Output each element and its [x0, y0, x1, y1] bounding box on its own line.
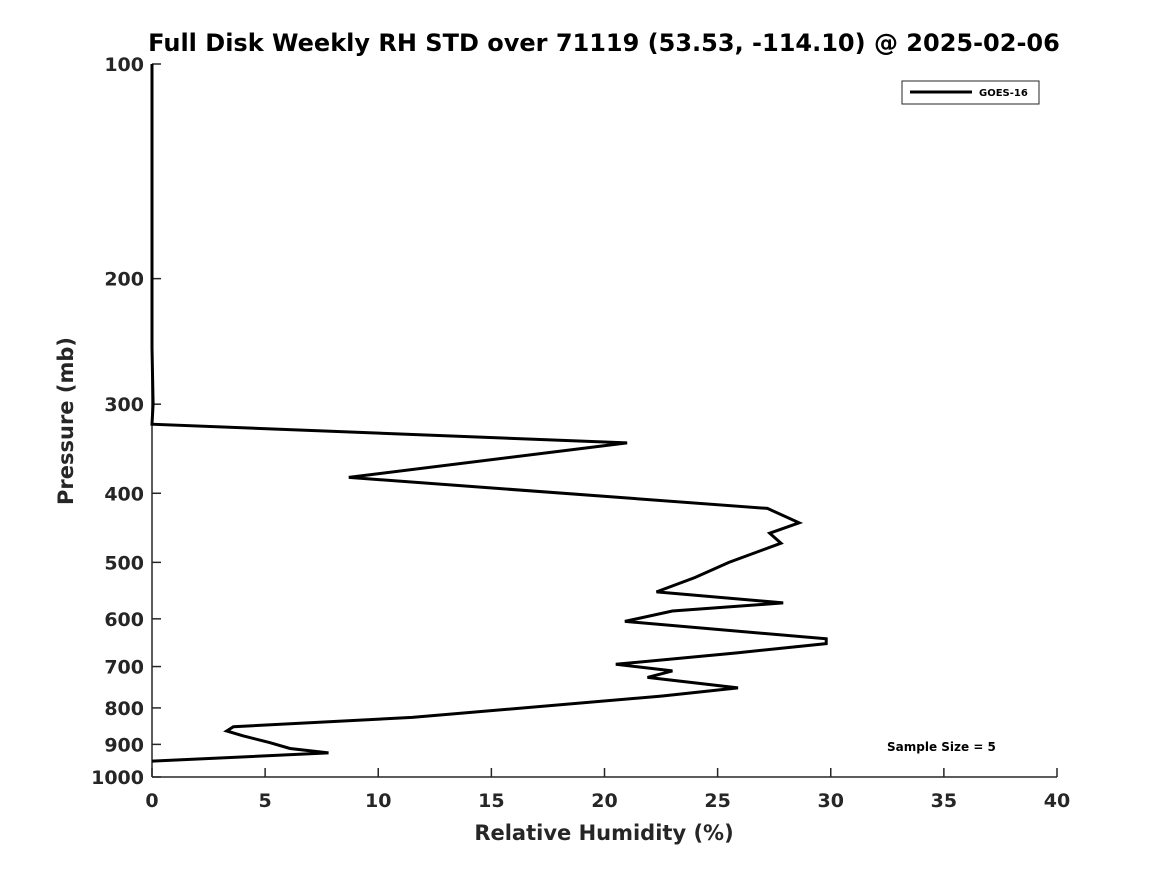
- y-tick-label: 600: [104, 609, 144, 631]
- y-tick-label: 100: [104, 54, 144, 76]
- axes: [151, 64, 1057, 778]
- y-tick-label: 800: [104, 698, 144, 720]
- y-axis-label: Pressure (mb): [54, 337, 78, 505]
- y-ticks: 100 200 300 400 500 600 700 800 900 1000: [91, 54, 161, 789]
- y-tick-label: 400: [104, 483, 144, 505]
- x-tick-label: 15: [478, 790, 504, 812]
- x-tick-label: 5: [259, 790, 272, 812]
- x-ticks: 0 5 10 15 20 25 30 35 40: [145, 768, 1070, 812]
- x-axis-label: Relative Humidity (%): [474, 821, 733, 845]
- y-tick-label: 500: [104, 552, 144, 574]
- series-line-goes-16: [150, 64, 828, 763]
- series-group: [150, 64, 828, 763]
- y-tick-label: 200: [104, 269, 144, 291]
- chart-title: Full Disk Weekly RH STD over 71119 (53.5…: [148, 29, 1060, 57]
- y-tick-label: 700: [104, 657, 144, 679]
- x-tick-label: 20: [591, 790, 617, 812]
- y-tick-label: 1000: [91, 767, 144, 789]
- x-tick-label: 10: [365, 790, 391, 812]
- x-tick-label: 35: [931, 790, 957, 812]
- x-tick-label: 0: [145, 790, 158, 812]
- sample-size-annotation: Sample Size = 5: [887, 740, 996, 754]
- y-tick-label: 300: [104, 394, 144, 416]
- y-tick-label: 900: [104, 734, 144, 756]
- x-tick-label: 25: [704, 790, 730, 812]
- legend: GOES-16: [901, 80, 1040, 105]
- x-tick-label: 40: [1044, 790, 1070, 812]
- legend-label: GOES-16: [979, 88, 1028, 99]
- x-tick-label: 30: [818, 790, 844, 812]
